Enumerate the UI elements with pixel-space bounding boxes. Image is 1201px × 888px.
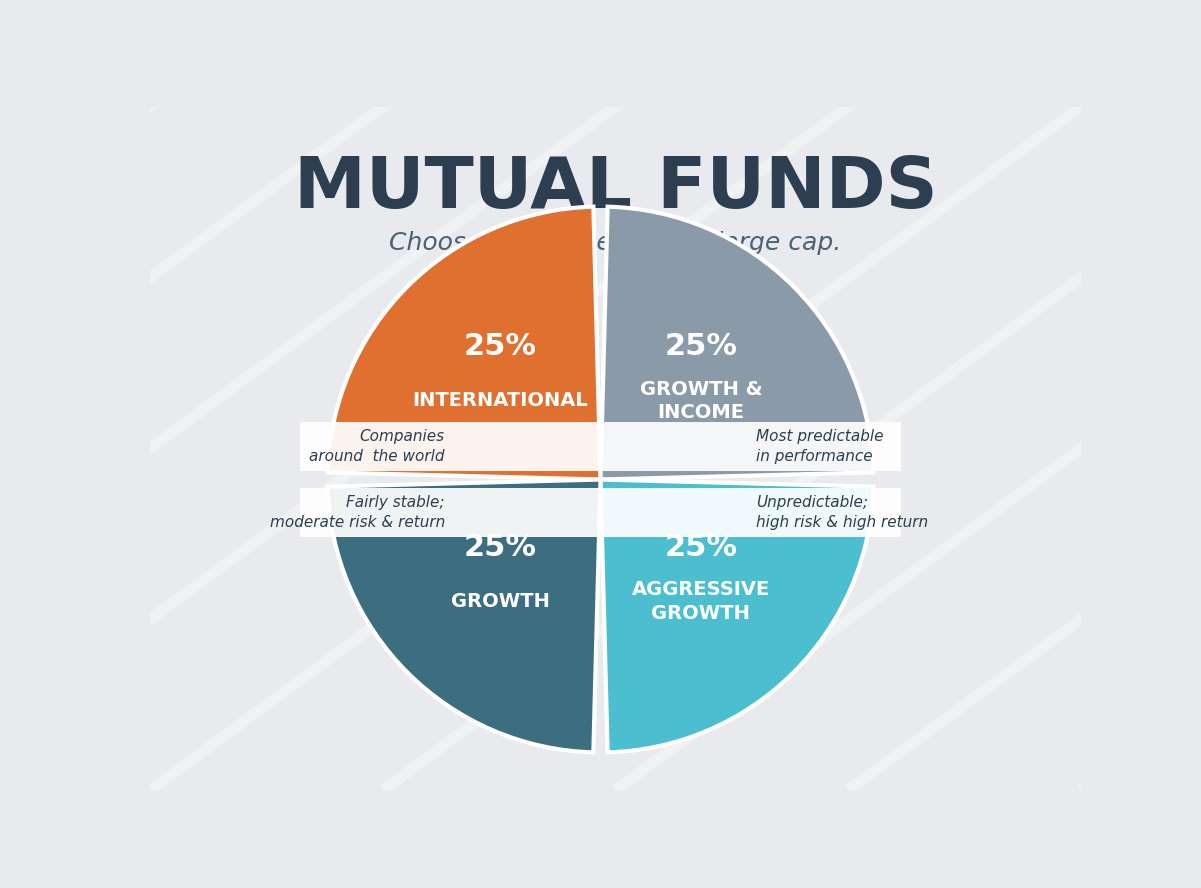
FancyBboxPatch shape [204,488,997,537]
Text: AGGRESSIVE
GROWTH: AGGRESSIVE GROWTH [632,581,770,623]
Text: GROWTH &
INCOME: GROWTH & INCOME [640,380,763,422]
FancyBboxPatch shape [204,422,997,472]
Text: 25%: 25% [464,332,537,361]
Wedge shape [328,207,600,480]
Text: Unpredictable;
high risk & high return: Unpredictable; high risk & high return [757,495,928,529]
Wedge shape [600,480,873,752]
Text: Companies
around  the world: Companies around the world [310,430,444,464]
Text: 25%: 25% [664,533,737,561]
Wedge shape [600,207,873,480]
Wedge shape [328,480,600,752]
Text: Choose small, medium or large cap.: Choose small, medium or large cap. [389,231,842,256]
Text: Fairly stable;
moderate risk & return: Fairly stable; moderate risk & return [270,495,444,529]
Text: MUTUAL FUNDS: MUTUAL FUNDS [293,155,938,223]
Text: INTERNATIONAL: INTERNATIONAL [412,392,588,410]
Text: 25%: 25% [464,533,537,561]
Text: GROWTH: GROWTH [450,592,550,611]
Text: Most predictable
in performance: Most predictable in performance [757,430,884,464]
Text: 25%: 25% [664,332,737,361]
